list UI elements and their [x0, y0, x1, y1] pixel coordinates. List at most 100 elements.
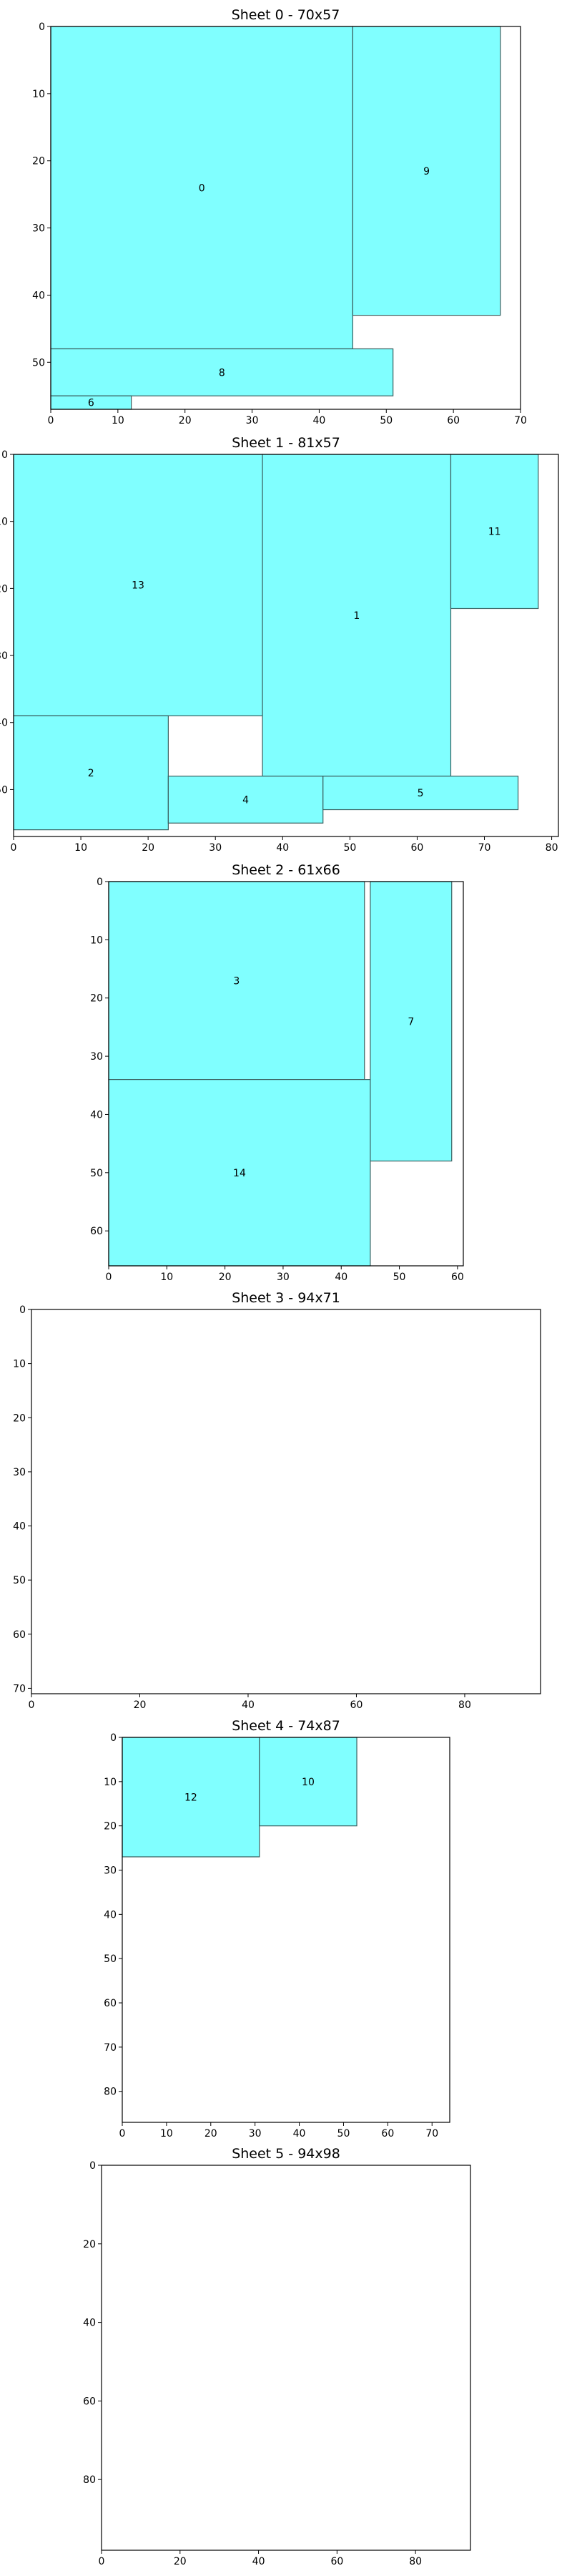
piece-label: 0 — [199, 182, 205, 194]
y-tick-label: 20 — [13, 1413, 26, 1424]
y-tick-label: 80 — [83, 2474, 96, 2486]
y-tick-label: 20 — [32, 156, 45, 167]
x-tick-label: 20 — [174, 2556, 187, 2567]
sheet-title: Sheet 0 - 70x57 — [232, 7, 340, 23]
x-tick-label: 0 — [48, 415, 54, 426]
x-tick-label: 50 — [337, 2128, 350, 2140]
y-tick-label: 50 — [13, 1575, 26, 1586]
piece-rect-9 — [352, 26, 501, 316]
x-tick-label: 60 — [411, 842, 424, 854]
y-tick-label: 30 — [104, 1865, 117, 1877]
x-tick-label: 50 — [380, 415, 393, 426]
x-tick-label: 80 — [546, 842, 558, 854]
piece-rect-3 — [108, 881, 365, 1080]
x-tick-label: 40 — [276, 842, 289, 854]
x-tick-label: 60 — [330, 2556, 343, 2567]
piece-label: 5 — [418, 788, 424, 799]
y-tick-label: 20 — [0, 583, 8, 595]
y-tick-label: 60 — [90, 1226, 103, 1237]
piece-label: 12 — [184, 1792, 197, 1803]
x-tick-label: 50 — [393, 1272, 406, 1283]
x-tick-label: 60 — [381, 2128, 394, 2140]
x-tick-label: 0 — [119, 2128, 126, 2140]
sheet-frame — [122, 1737, 450, 2123]
y-tick-label: 60 — [83, 2396, 96, 2407]
piece-label: 7 — [408, 1016, 414, 1028]
y-tick-label: 40 — [83, 2318, 96, 2329]
sheet-title: Sheet 5 - 94x98 — [232, 2146, 340, 2162]
y-tick-label: 20 — [83, 2239, 96, 2250]
x-tick-label: 10 — [160, 2128, 173, 2140]
y-tick-label: 50 — [32, 357, 45, 369]
x-tick-label: 40 — [293, 2128, 306, 2140]
y-tick-label: 40 — [104, 1909, 117, 1921]
x-tick-label: 60 — [451, 1272, 464, 1283]
x-tick-label: 10 — [112, 415, 124, 426]
y-tick-label: 60 — [13, 1629, 26, 1641]
piece-rect-0 — [50, 26, 353, 350]
sheet-title: Sheet 2 - 61x66 — [232, 862, 340, 878]
sheet-title: Sheet 3 - 94x71 — [232, 1290, 340, 1306]
y-tick-label: 0 — [97, 877, 103, 888]
piece-label: 4 — [242, 794, 249, 806]
sheet-panel-3: Sheet 3 - 94x71 0 20 40 60 80 0 10 20 30 40 50 60 70 — [13, 1290, 541, 1711]
sheet-panel-2: Sheet 2 - 61x66 3 7 14 0 10 20 30 40 50 60 0 10 20 30 4… — [90, 862, 464, 1283]
piece-rect-2 — [13, 715, 169, 831]
y-tick-label: 50 — [0, 784, 8, 796]
sheet-frame — [50, 26, 521, 410]
y-tick-label: 20 — [90, 993, 103, 1005]
y-tick-label: 40 — [32, 290, 45, 301]
piece-rect-12 — [122, 1737, 260, 1858]
x-tick-label: 40 — [313, 415, 326, 426]
x-tick-label: 30 — [277, 1272, 290, 1283]
x-tick-label: 0 — [106, 1272, 112, 1283]
x-tick-label: 60 — [447, 415, 460, 426]
y-tick-label: 80 — [104, 2087, 117, 2098]
piece-label: 10 — [302, 1777, 315, 1788]
y-tick-label: 40 — [90, 1109, 103, 1121]
sheet-frame — [101, 2165, 471, 2551]
x-tick-label: 80 — [409, 2556, 422, 2567]
x-tick-label: 20 — [179, 415, 192, 426]
y-tick-label: 0 — [1, 449, 8, 461]
x-tick-label: 10 — [74, 842, 87, 854]
x-tick-label: 70 — [425, 2128, 438, 2140]
y-tick-label: 50 — [90, 1168, 103, 1179]
y-tick-label: 30 — [32, 223, 45, 235]
y-tick-label: 30 — [0, 650, 8, 662]
y-tick-label: 10 — [0, 517, 8, 528]
piece-rect-5 — [322, 776, 519, 811]
x-tick-label: 20 — [204, 2128, 217, 2140]
y-tick-label: 60 — [104, 1998, 117, 2009]
piece-label: 1 — [353, 610, 360, 622]
sheet-panel-4: Sheet 4 - 74x87 12 10 0 10 20 30 40 50 60 70 0 10 20 3… — [104, 1718, 450, 2140]
piece-rect-1 — [262, 454, 452, 777]
x-tick-label: 20 — [219, 1272, 232, 1283]
piece-rect-14 — [108, 1079, 371, 1267]
y-tick-label: 40 — [13, 1521, 26, 1533]
sheet-frame — [108, 881, 464, 1267]
sheet-frame — [13, 454, 559, 837]
x-tick-label: 40 — [335, 1272, 347, 1283]
piece-rect-8 — [50, 348, 394, 396]
piece-label: 3 — [233, 975, 240, 987]
x-tick-label: 80 — [458, 1699, 471, 1711]
y-tick-label: 10 — [104, 1777, 117, 1788]
piece-rect-11 — [450, 454, 539, 610]
x-tick-label: 0 — [29, 1699, 35, 1711]
x-tick-label: 70 — [514, 415, 527, 426]
piece-label: 9 — [423, 166, 430, 177]
y-tick-label: 40 — [0, 718, 8, 729]
x-tick-label: 10 — [160, 1272, 173, 1283]
piece-rect-7 — [370, 881, 453, 1162]
x-tick-label: 20 — [134, 1699, 147, 1711]
y-tick-label: 30 — [13, 1467, 26, 1478]
y-tick-label: 0 — [110, 1732, 117, 1744]
y-tick-label: 0 — [39, 21, 45, 33]
x-tick-label: 20 — [142, 842, 154, 854]
y-tick-label: 20 — [104, 1821, 117, 1833]
x-tick-label: 0 — [11, 842, 17, 854]
